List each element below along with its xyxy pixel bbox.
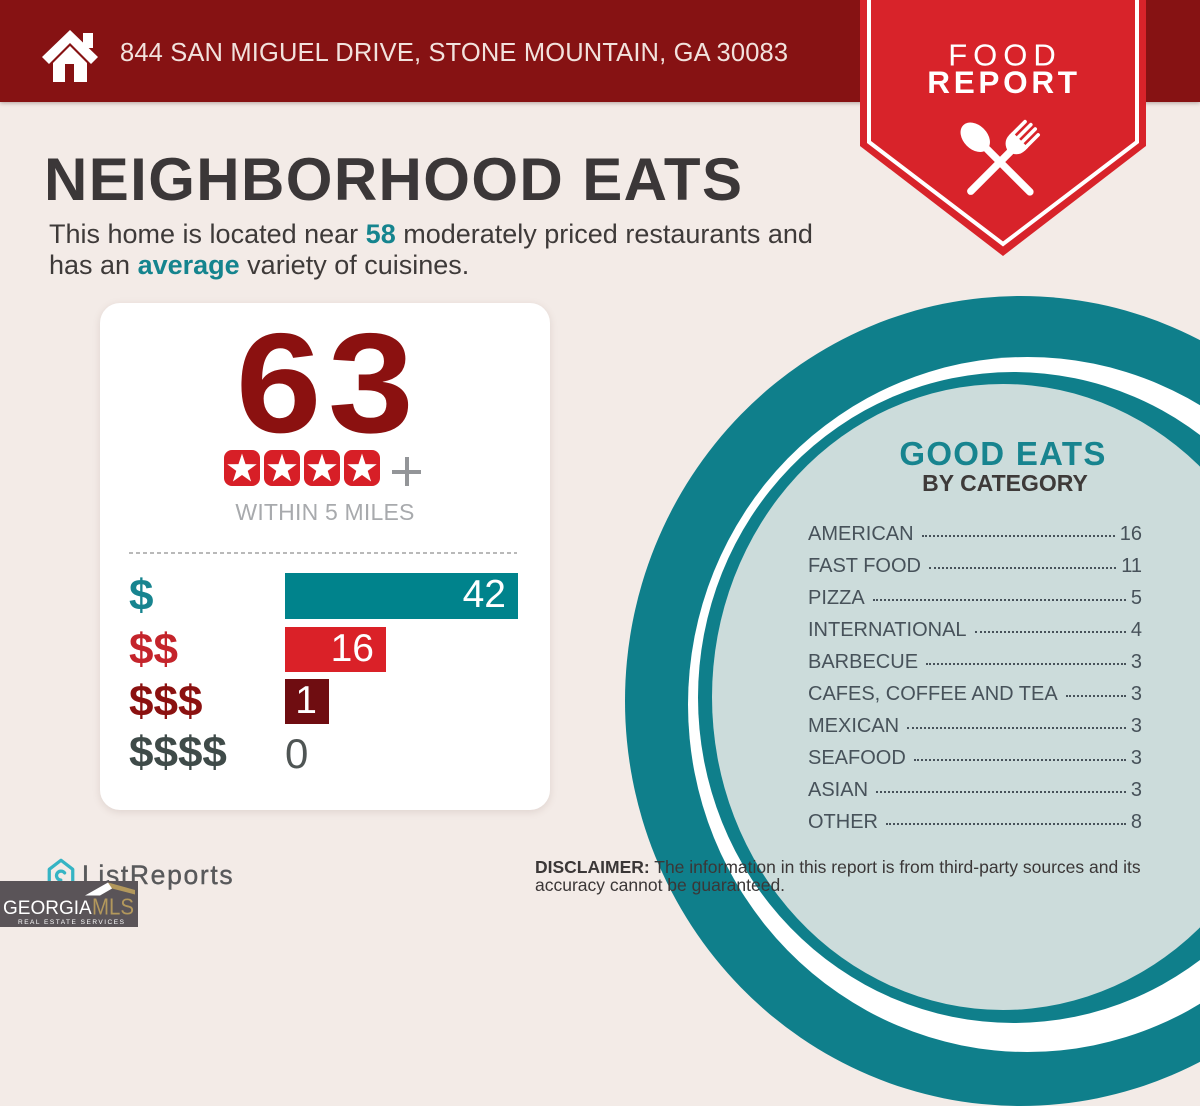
svg-text:MLS: MLS [92,894,134,920]
svg-text:FOOD: FOOD [948,38,1062,73]
svg-text:REAL ESTATE SERVICES: REAL ESTATE SERVICES [18,919,125,926]
svg-text:REPORT: REPORT [927,64,1080,100]
svg-text:GEORGIA: GEORGIA [3,898,92,919]
